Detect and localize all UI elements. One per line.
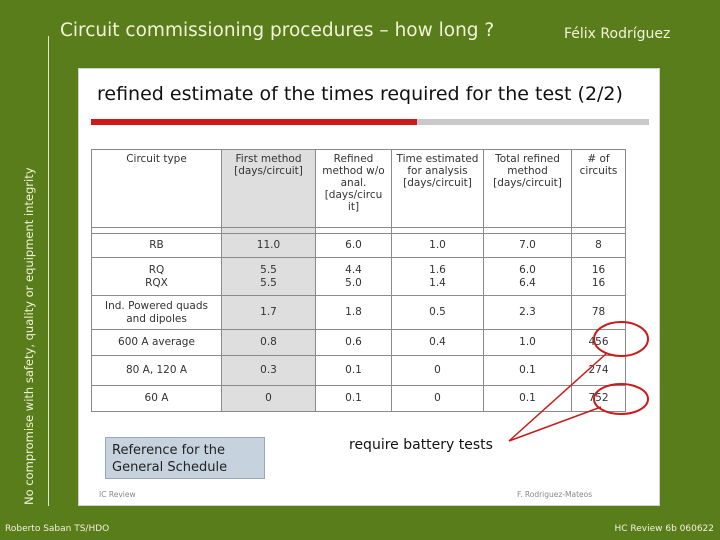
slide-footer-right: F. Rodriguez-Mateos: [517, 490, 593, 499]
footer-event: HC Review 6b 060622: [614, 524, 714, 534]
frame-title: Circuit commissioning procedures – how l…: [60, 20, 495, 41]
battery-annotation: require battery tests: [349, 437, 493, 453]
arrow-line-456: [508, 352, 608, 442]
cell-first: 0: [221, 385, 316, 412]
table-row: Ind. Powered quads and dipoles 1.7 1.8 0…: [91, 295, 626, 330]
table-header-row: Circuit type First method [days/circuit]…: [91, 149, 626, 228]
cell-first: 0.3: [221, 355, 316, 386]
cell-first: 0.8: [221, 329, 316, 356]
cell-analysis: 0.4: [391, 329, 484, 356]
cell-count: 16 16: [571, 257, 626, 296]
header-total-refined: Total refined method [days/circuit]: [483, 149, 572, 228]
frame-author: Félix Rodríguez: [564, 26, 671, 42]
table-row: 80 A, 120 A 0.3 0.1 0 0.1 274: [91, 355, 626, 386]
cell-count: 78: [571, 295, 626, 330]
cell-type: RB: [91, 233, 222, 258]
header-analysis-time: Time estimated for analysis [days/circui…: [391, 149, 484, 228]
side-motto: No compromise with safety, quality or eq…: [22, 167, 36, 505]
cell-type: RQ RQX: [91, 257, 222, 296]
cell-total: 2.3: [483, 295, 572, 330]
table-row: RQ RQX 5.5 5.5 4.4 5.0 1.6 1.4 6.0 6.4 1…: [91, 257, 626, 296]
commissioning-times-table: Circuit type First method [days/circuit]…: [91, 149, 626, 412]
reference-box: Reference for the General Schedule: [105, 437, 265, 479]
highlight-circle-456: [593, 321, 649, 357]
embedded-slide: refined estimate of the times required f…: [78, 68, 660, 506]
cell-first: 1.7: [221, 295, 316, 330]
header-refined-method: Refined method w/o anal. [days/circu it]: [315, 149, 392, 228]
cell-type: 60 A: [91, 385, 222, 412]
cell-first: 5.5 5.5: [221, 257, 316, 296]
slide-footer-left: IC Review: [99, 490, 136, 499]
header-circuit-type: Circuit type: [91, 149, 222, 228]
slide-heading: refined estimate of the times required f…: [97, 83, 623, 105]
cell-refined: 0.1: [315, 385, 392, 412]
annotation-overlay: [508, 321, 649, 442]
cell-analysis: 0.5: [391, 295, 484, 330]
header-circuit-count: # of circuits: [571, 149, 626, 228]
cell-total: 6.0 6.4: [483, 257, 572, 296]
heading-underline-accent: [91, 119, 417, 125]
cell-refined: 0.1: [315, 355, 392, 386]
cell-count: 8: [571, 233, 626, 258]
cell-refined: 0.6: [315, 329, 392, 356]
cell-analysis: 0: [391, 385, 484, 412]
arrow-line-752: [508, 406, 602, 442]
left-divider: [48, 36, 49, 506]
header-first-method: First method [days/circuit]: [221, 149, 316, 228]
table-row: 600 A average 0.8 0.6 0.4 1.0 456: [91, 329, 626, 356]
highlight-circle-752: [593, 383, 649, 415]
footer-presenter: Roberto Saban TS/HDO: [5, 524, 110, 534]
cell-analysis: 0: [391, 355, 484, 386]
